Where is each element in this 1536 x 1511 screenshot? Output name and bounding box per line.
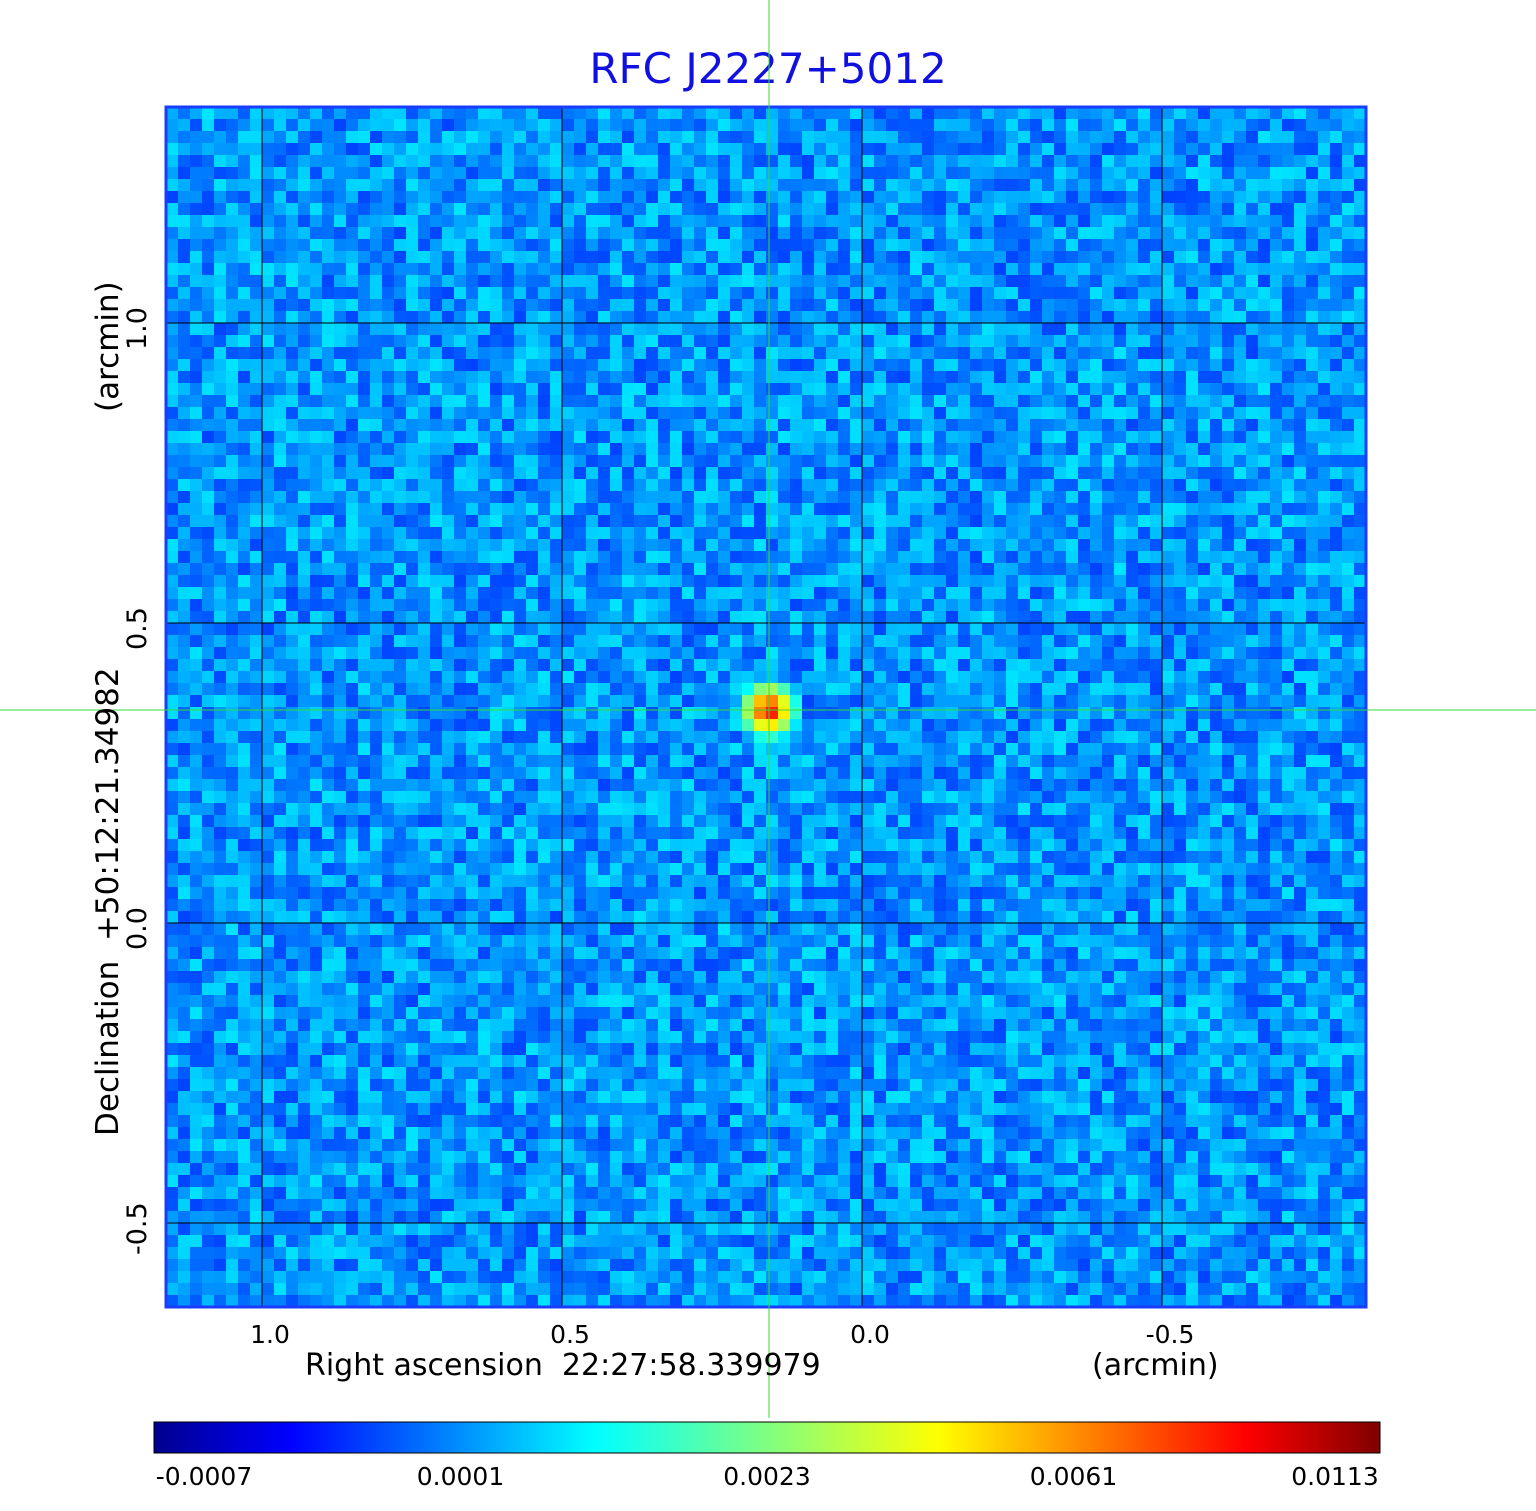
y-tick-label: 0.5 xyxy=(122,607,153,651)
x-tick-label: -0.5 xyxy=(1145,1320,1195,1349)
y-axis-label: Declination +50:12:21.34982 xyxy=(90,667,126,1136)
colorbar-tick-label: -0.0007 xyxy=(155,1462,253,1491)
colorbar-tick-label: 0.0001 xyxy=(416,1462,505,1491)
y-tick-label: 0.0 xyxy=(122,907,153,951)
colorbar xyxy=(153,1421,1381,1454)
y-tick-label: 1.0 xyxy=(122,307,153,351)
plot-frame xyxy=(164,105,1368,1309)
y-tick-label: -0.5 xyxy=(122,1202,153,1256)
y-axis-unit: (arcmin) xyxy=(90,281,126,412)
colorbar-tick-label: 0.0113 xyxy=(1291,1462,1379,1491)
x-tick-label: 1.0 xyxy=(250,1320,290,1349)
x-axis-label: Right ascension 22:27:58.339979 xyxy=(305,1348,821,1383)
grid-lines xyxy=(166,107,1366,1307)
heatmap-pixels xyxy=(166,107,1367,1308)
x-tick-label: 0.0 xyxy=(850,1320,890,1349)
crosshair xyxy=(0,0,1536,1418)
chart-title: RFC J2227+5012 xyxy=(589,44,947,93)
x-axis-unit: (arcmin) xyxy=(1092,1348,1219,1383)
colorbar-tick-label: 0.0023 xyxy=(723,1462,811,1491)
colorbar-tick-label: 0.0061 xyxy=(1029,1462,1118,1491)
x-tick-label: 0.5 xyxy=(550,1320,590,1349)
